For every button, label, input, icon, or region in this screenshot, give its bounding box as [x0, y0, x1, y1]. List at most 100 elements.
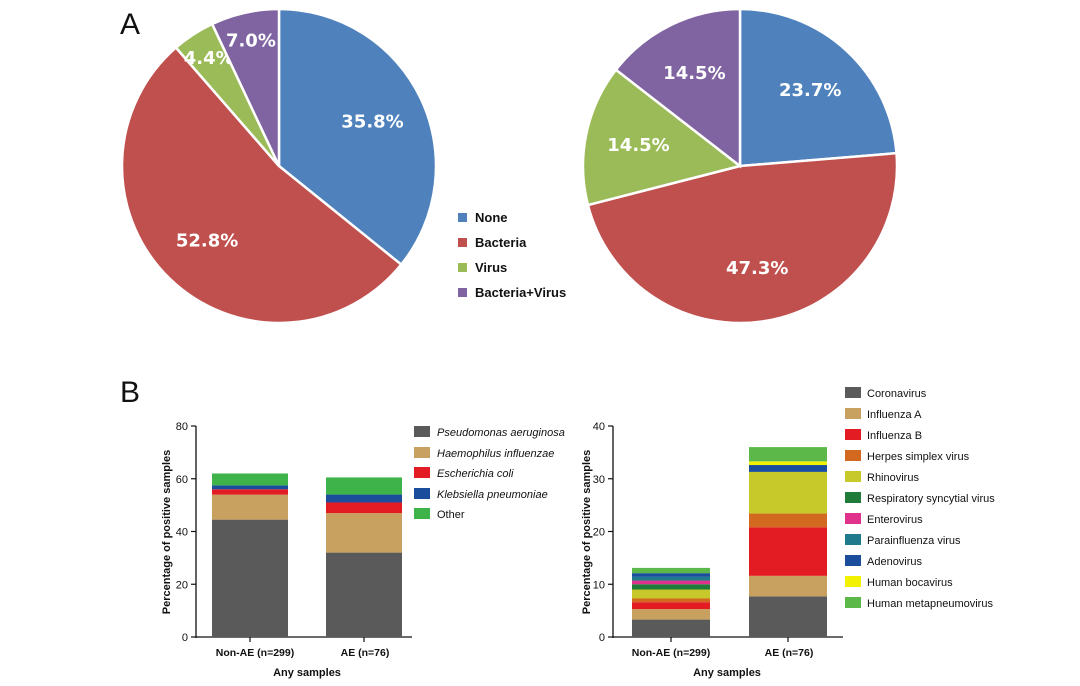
pie1-slice-3: [210, 7, 281, 167]
pie1-label-3: 7.0%: [226, 30, 276, 51]
legend-swatch-virus: [458, 263, 467, 272]
bar2-category-ae: AE (n=76): [765, 647, 814, 659]
bar2-bar-0-seg-8: [632, 573, 710, 577]
pie2-slice-3: [614, 7, 742, 169]
bar2-bar-1-seg-0: [749, 596, 827, 637]
pie-chart-left: 35.8% 52.8% 4.4%7.0%: [120, 7, 438, 325]
bar2-category-nonae: Non-AE (n=299): [632, 647, 710, 659]
bar-chart-bacteria: 0 20 40 60 80 Percentage of positive samples…: [161, 421, 565, 679]
bar2-legend-swatch-bocavirus: [845, 576, 861, 587]
bar1-ytick-label-3: 60: [176, 474, 188, 486]
bar1-legend-other: Other: [437, 509, 465, 521]
bar2-legend-swatch-metapneumovirus: [845, 597, 861, 608]
bar1-bar-1-seg-1: [326, 513, 402, 553]
pie2-label-3: 14.5%: [663, 63, 725, 84]
bar2-legend-rhinovirus: Rhinovirus: [867, 472, 919, 484]
panel-b-letter: B: [120, 376, 140, 409]
bar2-legend-swatch-coronavirus: [845, 387, 861, 398]
pie2-label-2: 14.5%: [607, 135, 669, 156]
bar2-bar-0-seg-5: [632, 584, 710, 590]
bar2-bar-1-seg-2: [749, 527, 827, 576]
legend-swatch-none: [458, 213, 467, 222]
pie2-slice-2: [581, 68, 743, 207]
bar1-legend-pseudomonas: Pseudomonas aeruginosa: [437, 427, 565, 439]
bar2-bar-1-seg-1: [749, 575, 827, 597]
bar1-legend-haemophilus: Haemophilus influenzae: [437, 448, 554, 460]
bar2-legend-swatch-parainfluenza: [845, 534, 861, 545]
bar2-xlabel: Any samples: [693, 667, 761, 679]
bar2-legend-swatch-adenovirus: [845, 555, 861, 566]
bar1-bar-1-seg-3: [326, 494, 402, 503]
bar1-ytick-label-1: 20: [176, 579, 188, 591]
bar2-bar-1-seg-3: [749, 513, 827, 528]
bar2-bar-1-seg-8: [749, 465, 827, 472]
bar2-bar-0-seg-0: [632, 619, 710, 637]
bar2-legend-parainfluenza: Parainfluenza virus: [867, 535, 961, 547]
bar2-ylabel: Percentage of positive samples: [581, 450, 593, 614]
bar2-legend-swatch-rsv: [845, 492, 861, 503]
legend-swatch-bacteria-virus: [458, 288, 467, 297]
bar2-ytick-label-0: 0: [599, 632, 605, 644]
bar2-ytick-label-2: 20: [593, 527, 605, 539]
bar2-legend-swatch-rhinovirus: [845, 471, 861, 482]
bar1-legend-swatch-ecoli: [414, 467, 430, 478]
pie-chart-right: 23.7% 47.3% 14.5% 14.5%: [581, 7, 899, 325]
pie-legend: None Bacteria Virus Bacteria+Virus: [458, 210, 566, 300]
bar1-category-ae: AE (n=76): [341, 647, 390, 659]
bar1-ylabel: Percentage of positive samples: [161, 450, 173, 614]
bar1-bar-1-seg-0: [326, 552, 402, 637]
pie2-label-1: 47.3%: [726, 258, 788, 279]
bar1-legend-klebsiella: Klebsiella pneumoniae: [437, 489, 548, 501]
bar2-bar-0-seg-4: [632, 589, 710, 599]
bar1-bar-0-seg-4: [212, 473, 288, 486]
bar2-legend-rsv: Respiratory syncytial virus: [867, 493, 995, 505]
bar2-legend-influenza-a: Influenza A: [867, 409, 922, 421]
pie2-slice-0: [738, 7, 898, 168]
bar1-category-nonae: Non-AE (n=299): [216, 647, 294, 659]
bar2-legend-enterovirus: Enterovirus: [867, 514, 923, 526]
bar1-legend-swatch-pseudomonas: [414, 426, 430, 437]
bar2-legend-bocavirus: Human bocavirus: [867, 577, 953, 589]
bar1-legend-swatch-haemophilus: [414, 447, 430, 458]
bar2-legend-swatch-herpes: [845, 450, 861, 461]
bar1-bar-0-seg-3: [212, 485, 288, 490]
bar1-legend-swatch-other: [414, 508, 430, 519]
bar2-legend-herpes: Herpes simplex virus: [867, 451, 970, 463]
bar1-legend-ecoli: Escherichia coli: [437, 468, 514, 480]
bar1-xlabel: Any samples: [273, 667, 341, 679]
bar-chart-virus: 0 10 20 30 40 Percentage of positive samples…: [581, 387, 995, 679]
bar2-ytick-label-1: 10: [593, 579, 605, 591]
bar1-bar-0-seg-2: [212, 489, 288, 495]
bar2-bar-0-seg-10: [632, 567, 710, 574]
bar1-bar-0-seg-0: [212, 519, 288, 637]
pie1-label-2: 4.4%: [184, 48, 234, 69]
bar2-legend-coronavirus: Coronavirus: [867, 388, 927, 400]
bar2-bar-0-seg-7: [632, 576, 710, 581]
bar1-bar-1-seg-4: [326, 477, 402, 495]
pie1-label-1: 52.8%: [176, 231, 238, 252]
bar1-legend: Pseudomonas aeruginosa Haemophilus influ…: [414, 426, 565, 521]
bar2-legend-swatch-influenza-a: [845, 408, 861, 419]
legend-label-virus: Virus: [475, 260, 507, 275]
bar1-ytick-label-4: 80: [176, 421, 188, 433]
bar2-bar-0-seg-2: [632, 602, 710, 610]
bar1-bar-0-seg-1: [212, 494, 288, 520]
legend-swatch-bacteria: [458, 238, 467, 247]
legend-label-bacteria-virus: Bacteria+Virus: [475, 285, 566, 300]
pie1-slice-0: [277, 7, 438, 267]
bar2-legend-swatch-influenza-b: [845, 429, 861, 440]
bar2-legend-metapneumovirus: Human metapneumovirus: [867, 598, 993, 610]
bar2-bar-1-seg-10: [749, 447, 827, 462]
bar2-bar-0-seg-6: [632, 580, 710, 585]
legend-label-none: None: [475, 210, 508, 225]
pie2-label-0: 23.7%: [779, 80, 841, 101]
bar2-bar-0-seg-3: [632, 598, 710, 603]
pie1-label-0: 35.8%: [341, 111, 403, 132]
bar2-ytick-label-4: 40: [593, 421, 605, 433]
bar1-bar-1-seg-2: [326, 502, 402, 514]
bar2-bar-0-seg-1: [632, 609, 710, 620]
bar2-legend: Coronavirus Influenza A Influenza B Herp…: [845, 387, 995, 610]
legend-label-bacteria: Bacteria: [475, 235, 527, 250]
bar1-legend-swatch-klebsiella: [414, 488, 430, 499]
